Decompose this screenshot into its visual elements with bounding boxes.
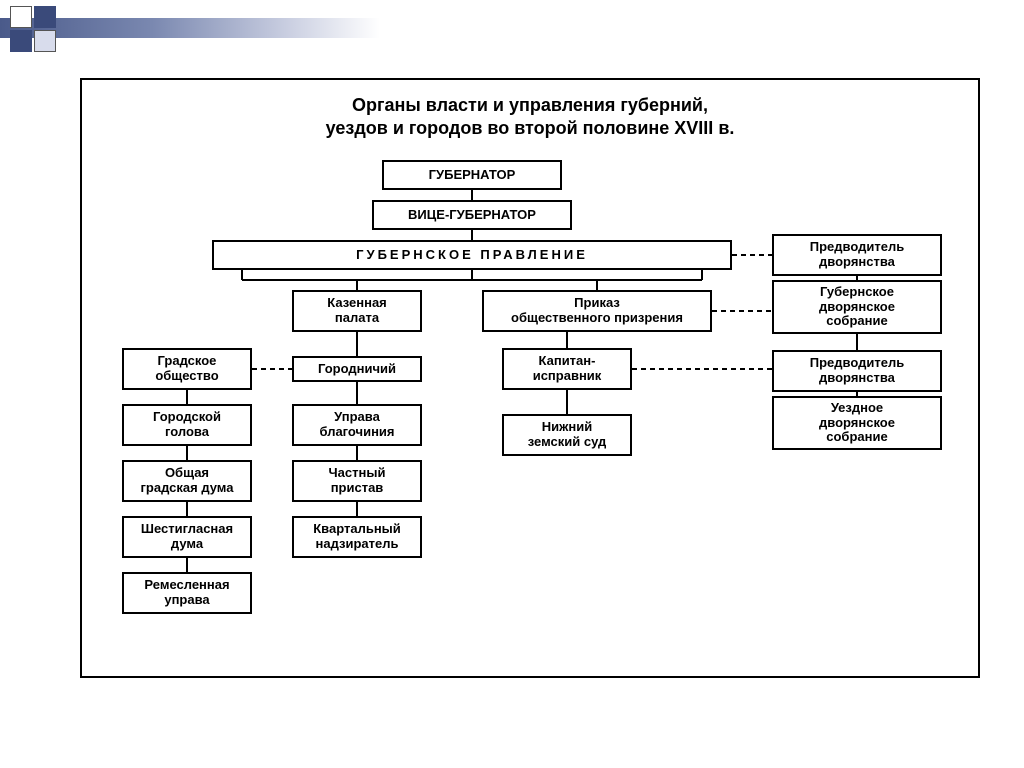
node-gub_sobranie: Губернскоедворянскоесобрание bbox=[772, 280, 942, 334]
decor-square-bl bbox=[10, 30, 32, 52]
node-kapitan: Капитан-исправник bbox=[502, 348, 632, 390]
node-gor_golova: Городскойголова bbox=[122, 404, 252, 446]
diagram-title: Органы власти и управления губерний, уез… bbox=[82, 94, 978, 139]
node-uezd_sobranie: Уездноедворянскоесобрание bbox=[772, 396, 942, 450]
node-kazennaya: Казеннаяпалата bbox=[292, 290, 422, 332]
node-nizhniy_sud: Нижнийземский суд bbox=[502, 414, 632, 456]
node-shestiglasnaya: Шестигласнаядума bbox=[122, 516, 252, 558]
diagram-frame: Органы власти и управления губерний, уез… bbox=[80, 78, 980, 678]
node-predvoditel1: Предводительдворянства bbox=[772, 234, 942, 276]
node-chastnyy: Частныйпристав bbox=[292, 460, 422, 502]
title-line-1: Органы власти и управления губерний, bbox=[352, 95, 708, 115]
node-gorodnichiy: Городничий bbox=[292, 356, 422, 382]
node-prikaz: Приказобщественного призрения bbox=[482, 290, 712, 332]
decor-square-tr bbox=[34, 6, 56, 28]
node-kvartalnyy: Квартальныйнадзиратель bbox=[292, 516, 422, 558]
node-vice_gub: ВИЦЕ-ГУБЕРНАТОР bbox=[372, 200, 572, 230]
node-remeslennaya: Ремесленнаяуправа bbox=[122, 572, 252, 614]
node-gubernator: ГУБЕРНАТОР bbox=[382, 160, 562, 190]
decor-square-tl bbox=[10, 6, 32, 28]
header-gradient-bar bbox=[0, 18, 380, 38]
title-line-2: уездов и городов во второй половине XVII… bbox=[326, 118, 735, 138]
node-gub_pravlenie: ГУБЕРНСКОЕ ПРАВЛЕНИЕ bbox=[212, 240, 732, 270]
node-predvoditel2: Предводительдворянства bbox=[772, 350, 942, 392]
node-gradskoe: Градскоеобщество bbox=[122, 348, 252, 390]
node-obshchaya_duma: Общаяградская дума bbox=[122, 460, 252, 502]
decor-square-br bbox=[34, 30, 56, 52]
node-uprava: Управаблагочиния bbox=[292, 404, 422, 446]
